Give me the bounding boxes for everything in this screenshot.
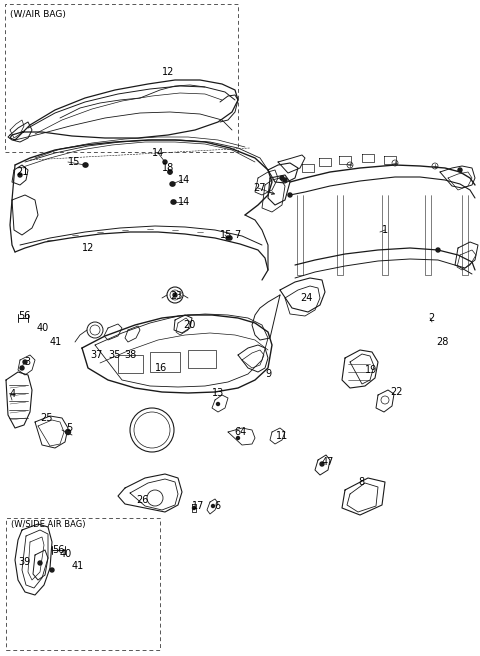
Text: 11: 11 bbox=[276, 431, 288, 441]
Circle shape bbox=[50, 568, 54, 572]
Text: 40: 40 bbox=[60, 549, 72, 559]
Circle shape bbox=[226, 236, 230, 240]
Circle shape bbox=[168, 170, 172, 174]
Text: 4: 4 bbox=[10, 389, 16, 399]
Text: 12: 12 bbox=[162, 67, 174, 77]
Circle shape bbox=[212, 504, 215, 508]
Text: 37: 37 bbox=[90, 350, 102, 360]
Text: 18: 18 bbox=[162, 163, 174, 173]
Text: 27: 27 bbox=[253, 183, 265, 193]
Circle shape bbox=[84, 163, 88, 167]
Circle shape bbox=[163, 160, 167, 164]
Text: 25: 25 bbox=[40, 413, 52, 423]
Text: 2: 2 bbox=[428, 313, 434, 323]
Circle shape bbox=[171, 182, 175, 186]
Text: 3: 3 bbox=[24, 357, 30, 367]
Circle shape bbox=[283, 178, 287, 182]
Circle shape bbox=[458, 168, 462, 172]
Circle shape bbox=[171, 200, 175, 204]
Text: 39: 39 bbox=[18, 557, 30, 567]
Circle shape bbox=[192, 506, 195, 510]
Circle shape bbox=[38, 561, 42, 565]
Text: 17: 17 bbox=[192, 501, 204, 511]
Circle shape bbox=[436, 248, 440, 252]
Bar bbox=[188, 350, 216, 368]
Circle shape bbox=[320, 462, 324, 466]
Text: 14: 14 bbox=[178, 175, 190, 185]
Circle shape bbox=[173, 293, 177, 297]
Circle shape bbox=[170, 182, 174, 186]
Text: 20: 20 bbox=[183, 320, 195, 330]
Bar bbox=[6, 518, 160, 650]
Text: (W/SIDE AIR BAG): (W/SIDE AIR BAG) bbox=[11, 520, 85, 529]
Text: 14: 14 bbox=[178, 197, 190, 207]
Text: 15: 15 bbox=[220, 230, 232, 240]
Circle shape bbox=[20, 366, 24, 370]
Text: 56: 56 bbox=[52, 545, 64, 555]
Text: 14: 14 bbox=[152, 148, 164, 158]
Text: 26: 26 bbox=[136, 495, 148, 505]
Text: 16: 16 bbox=[155, 363, 167, 373]
Text: 22: 22 bbox=[390, 387, 403, 397]
Text: 28: 28 bbox=[436, 337, 448, 347]
Circle shape bbox=[172, 200, 176, 204]
Text: 1: 1 bbox=[382, 225, 388, 235]
Text: 40: 40 bbox=[37, 323, 49, 333]
Circle shape bbox=[228, 236, 232, 240]
Text: 56: 56 bbox=[18, 311, 30, 321]
Bar bbox=[150, 352, 180, 372]
Text: 8: 8 bbox=[358, 477, 364, 487]
Text: 15: 15 bbox=[68, 157, 80, 167]
Text: (W/AIR BAG): (W/AIR BAG) bbox=[10, 9, 66, 18]
Circle shape bbox=[23, 360, 27, 364]
Text: 41: 41 bbox=[50, 337, 62, 347]
Circle shape bbox=[216, 403, 219, 405]
Bar bbox=[5, 4, 238, 152]
Circle shape bbox=[65, 430, 71, 434]
Circle shape bbox=[280, 176, 284, 180]
Text: 9: 9 bbox=[265, 369, 271, 379]
Bar bbox=[118, 355, 143, 373]
Circle shape bbox=[83, 163, 87, 167]
Text: 47: 47 bbox=[322, 457, 335, 467]
Text: 24: 24 bbox=[300, 293, 312, 303]
Text: 5: 5 bbox=[66, 423, 72, 433]
Text: 64: 64 bbox=[234, 427, 246, 437]
Circle shape bbox=[288, 193, 292, 197]
Text: 19: 19 bbox=[365, 365, 377, 375]
Text: 38: 38 bbox=[124, 350, 136, 360]
Text: 13: 13 bbox=[212, 388, 224, 398]
Circle shape bbox=[18, 173, 22, 177]
Text: 23: 23 bbox=[170, 291, 182, 301]
Text: 41: 41 bbox=[72, 561, 84, 571]
Text: 21: 21 bbox=[16, 167, 28, 177]
Text: 35: 35 bbox=[108, 350, 120, 360]
Text: 12: 12 bbox=[82, 243, 95, 253]
Text: 6: 6 bbox=[214, 501, 220, 511]
Text: 7: 7 bbox=[234, 230, 240, 240]
Circle shape bbox=[237, 436, 240, 440]
Circle shape bbox=[168, 170, 172, 174]
